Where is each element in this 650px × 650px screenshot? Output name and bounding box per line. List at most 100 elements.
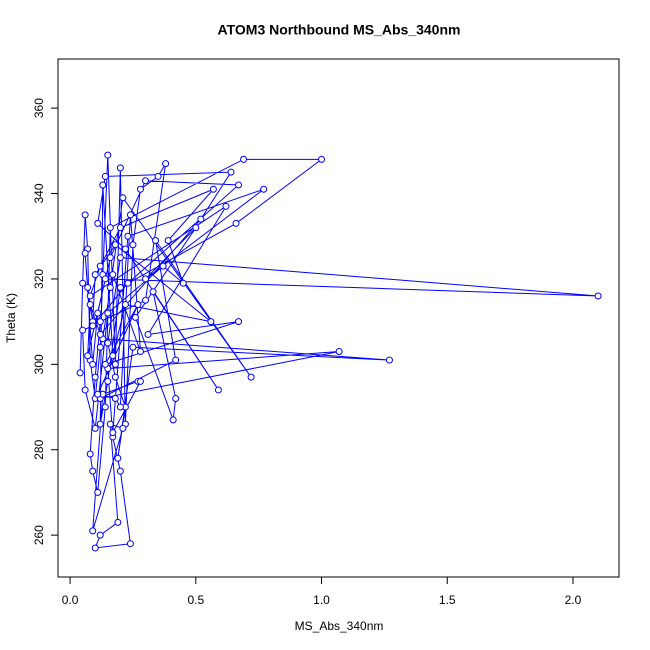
data-point xyxy=(111,360,119,368)
data-point xyxy=(104,309,112,317)
data-point xyxy=(81,249,89,257)
data-point xyxy=(101,360,109,368)
data-point xyxy=(94,488,102,496)
data-point xyxy=(109,352,117,360)
y-axis-label: Theta (K) xyxy=(4,293,18,343)
data-point xyxy=(172,394,180,402)
x-axis-label: MS_Abs_340nm xyxy=(295,619,384,633)
data-point xyxy=(106,420,114,428)
data-point xyxy=(169,416,177,424)
data-point xyxy=(94,309,102,317)
chart-title: ATOM3 Northbound MS_Abs_340nm xyxy=(218,22,461,38)
data-point xyxy=(101,403,109,411)
data-point xyxy=(136,377,144,385)
data-point xyxy=(91,373,99,381)
data-point xyxy=(232,219,240,227)
data-point xyxy=(121,301,129,309)
data-point xyxy=(124,279,132,287)
data-point xyxy=(116,467,124,475)
x-tick-label: 1.0 xyxy=(313,593,330,607)
data-point xyxy=(96,531,104,539)
data-point xyxy=(114,454,122,462)
data-point xyxy=(116,224,124,232)
data-point xyxy=(81,211,89,219)
data-point xyxy=(162,160,170,168)
data-point xyxy=(318,155,326,163)
data-point xyxy=(91,544,99,552)
data-point xyxy=(89,360,97,368)
data-point xyxy=(106,224,114,232)
y-tick-label: 260 xyxy=(32,525,46,545)
data-point xyxy=(101,275,109,283)
y-tick-label: 360 xyxy=(32,98,46,118)
data-point xyxy=(79,326,87,334)
data-point xyxy=(86,450,94,458)
x-tick-label: 0.0 xyxy=(62,593,79,607)
data-point xyxy=(131,313,139,321)
data-point xyxy=(119,424,127,432)
data-point xyxy=(111,394,119,402)
data-point xyxy=(104,377,112,385)
y-tick-label: 280 xyxy=(32,439,46,459)
data-point xyxy=(142,296,150,304)
data-point xyxy=(385,356,393,364)
data-point xyxy=(86,292,94,300)
x-tick-label: 2.0 xyxy=(565,593,582,607)
data-point xyxy=(136,185,144,193)
data-point xyxy=(99,181,107,189)
y-tick-label: 300 xyxy=(32,354,46,374)
data-point xyxy=(89,527,97,535)
data-point xyxy=(79,279,87,287)
data-point xyxy=(136,348,144,356)
data-point xyxy=(109,429,117,437)
data-point xyxy=(164,236,172,244)
data-point xyxy=(116,164,124,172)
data-point xyxy=(179,279,187,287)
data-point xyxy=(126,540,134,548)
data-point xyxy=(76,369,84,377)
data-point xyxy=(111,241,119,249)
data-point xyxy=(129,241,137,249)
data-point xyxy=(247,373,255,381)
data-point xyxy=(94,390,102,398)
data-point xyxy=(114,518,122,526)
data-point xyxy=(192,224,200,232)
y-tick-label: 340 xyxy=(32,183,46,203)
data-point xyxy=(116,283,124,291)
data-point xyxy=(240,155,248,163)
data-point xyxy=(172,356,180,364)
data-point xyxy=(86,301,94,309)
data-point xyxy=(96,330,104,338)
data-point xyxy=(96,420,104,428)
data-point xyxy=(594,292,602,300)
y-tick-label: 320 xyxy=(32,269,46,289)
data-point xyxy=(159,262,167,270)
data-point xyxy=(119,194,127,202)
data-point xyxy=(96,318,104,326)
data-point xyxy=(84,352,92,360)
data-point xyxy=(214,386,222,394)
data-point xyxy=(142,275,150,283)
data-point xyxy=(94,219,102,227)
data-point xyxy=(144,330,152,338)
data-point xyxy=(104,151,112,159)
data-point xyxy=(91,271,99,279)
data-point xyxy=(91,424,99,432)
data-point xyxy=(126,211,134,219)
data-point xyxy=(222,202,230,210)
data-point xyxy=(197,215,205,223)
data-point xyxy=(134,301,142,309)
data-point xyxy=(89,322,97,330)
data-point xyxy=(129,343,137,351)
data-point xyxy=(207,318,215,326)
data-point xyxy=(96,262,104,270)
data-point xyxy=(81,386,89,394)
data-point xyxy=(335,348,343,356)
data-point xyxy=(116,254,124,262)
data-point xyxy=(209,185,217,193)
data-point xyxy=(96,343,104,351)
data-point xyxy=(106,283,114,291)
data-point xyxy=(111,373,119,381)
data-point xyxy=(106,254,114,262)
